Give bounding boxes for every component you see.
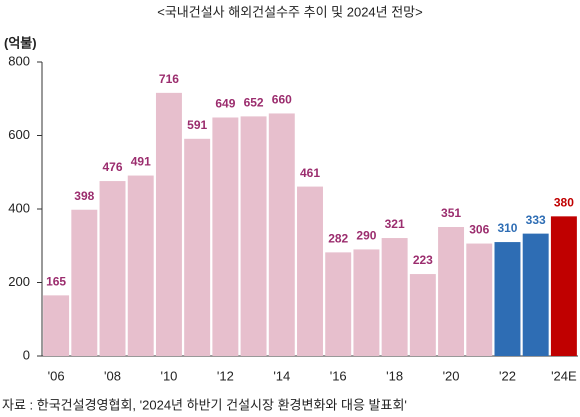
bar <box>155 92 182 357</box>
bar <box>127 175 154 356</box>
x-tick-label: '08 <box>104 368 121 383</box>
y-tick-label: 200 <box>8 274 30 289</box>
x-tick-label: '10 <box>160 368 177 383</box>
x-tick-label: '06 <box>48 368 65 383</box>
y-tick-label: 800 <box>8 53 30 68</box>
value-label: 321 <box>385 217 405 231</box>
y-tick-label: 0 <box>23 347 30 362</box>
value-label: 282 <box>328 232 348 246</box>
x-tick-label: '24E <box>551 368 577 383</box>
x-tick-label: '16 <box>330 368 347 383</box>
chart-title: <국내건설사 해외건설수주 추이 및 2024년 전망> <box>157 4 422 19</box>
bar <box>71 209 98 356</box>
x-tick-label: '18 <box>386 368 403 383</box>
value-label: 306 <box>469 223 489 237</box>
bar <box>99 181 126 356</box>
bar <box>381 238 408 356</box>
value-label: 652 <box>244 96 264 110</box>
bar <box>353 249 380 356</box>
value-label: 591 <box>187 118 207 132</box>
bar <box>522 233 549 356</box>
value-label: 649 <box>215 97 235 111</box>
value-label: 491 <box>131 155 151 169</box>
value-label: 716 <box>159 72 179 86</box>
bar <box>268 113 295 356</box>
bar <box>212 117 239 357</box>
bar <box>297 186 323 356</box>
bar <box>184 138 211 356</box>
value-label: 310 <box>497 221 517 235</box>
value-label: 398 <box>74 189 94 203</box>
bar <box>240 116 267 356</box>
bar <box>438 227 465 356</box>
value-label: 380 <box>554 196 574 210</box>
y-axis-label: (억불) <box>4 35 37 50</box>
x-tick-label: '22 <box>499 368 516 383</box>
bar <box>550 216 577 356</box>
y-tick-label: 400 <box>8 200 30 215</box>
bar <box>409 274 436 356</box>
value-label: 476 <box>103 160 123 174</box>
value-label: 333 <box>526 213 546 227</box>
value-label: 461 <box>300 166 320 180</box>
bar <box>466 243 493 356</box>
x-tick-label: '14 <box>273 368 290 383</box>
value-label: 290 <box>356 229 376 243</box>
value-label: 660 <box>272 93 292 107</box>
y-tick-label: 600 <box>8 127 30 142</box>
bar <box>494 242 521 356</box>
x-tick-label: '20 <box>443 368 460 383</box>
bar <box>325 252 352 356</box>
bar <box>43 295 70 356</box>
value-label: 351 <box>441 206 461 220</box>
x-tick-label: '12 <box>217 368 234 383</box>
source: 자료 : 한국건설경영협회, '2024년 하반기 건설시장 환경변화와 대응 … <box>2 397 407 412</box>
value-label: 165 <box>46 275 66 289</box>
value-label: 223 <box>413 253 433 267</box>
